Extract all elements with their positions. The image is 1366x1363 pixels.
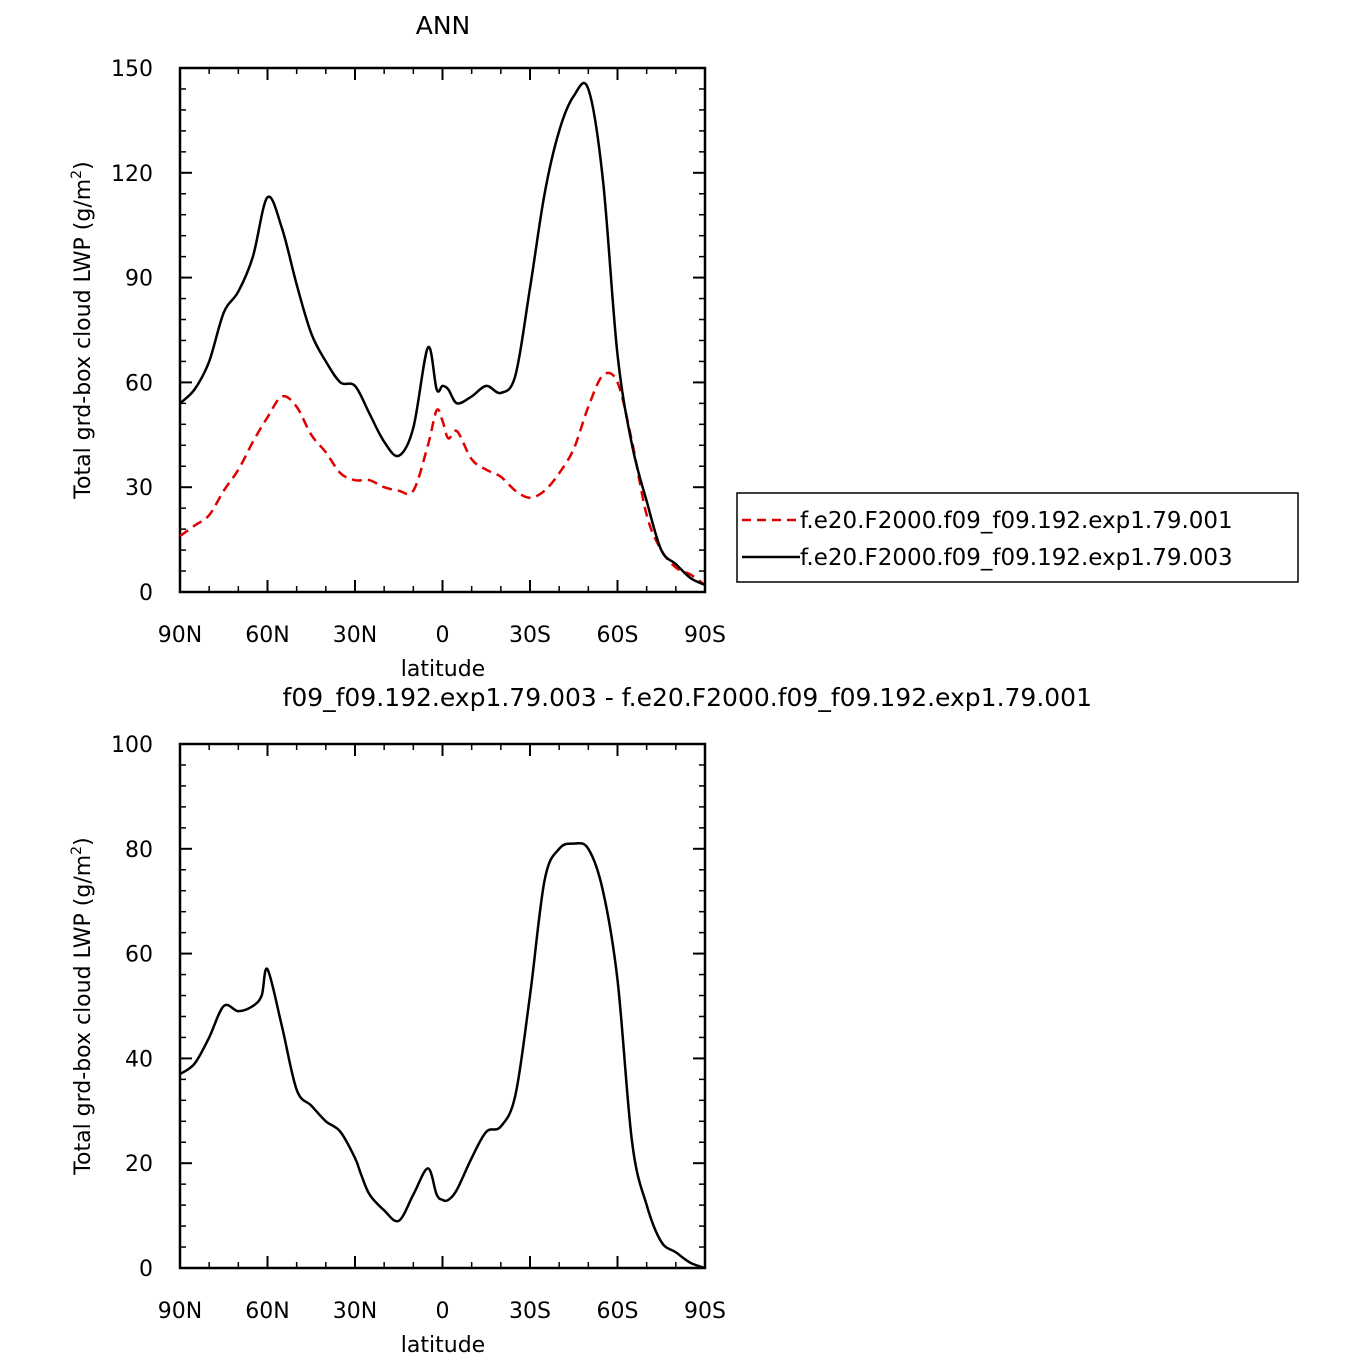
top-x-axis-label: latitude xyxy=(401,657,485,682)
top-axis-ticks: 0 30 60 90 120 150 90N 60N 30N 0 30S 60S 90S xyxy=(111,57,726,648)
bottom-y-tick-label: 60 xyxy=(125,943,153,968)
bottom-series-line-1 xyxy=(179,841,706,1270)
bottom-y-tick-label: 80 xyxy=(125,838,153,863)
bottom-x-axis-label: latitude xyxy=(401,1333,485,1358)
legend: f.e20.F2000.f09_f09.192.exp1.79.001 f.e2… xyxy=(736,492,1299,583)
bottom-x-tick-label: 30S xyxy=(509,1299,551,1324)
bottom-y-axis-label: Total grd-box cloud LWP (g/m2) xyxy=(69,837,96,1175)
bottom-x-tick-label: 90S xyxy=(684,1299,726,1324)
top-x-tick-label: 60S xyxy=(597,623,639,648)
bottom-plot-frame xyxy=(178,742,707,1270)
top-series-group xyxy=(179,81,706,587)
top-y-tick-label: 0 xyxy=(139,581,153,606)
bottom-chart-title: f09_f09.192.exp1.79.003 - f.e20.F2000.f0… xyxy=(283,683,1092,712)
top-x-tick-label: 0 xyxy=(436,623,450,648)
top-panel: ANN 0 30 60 90 120 150 90N 60N 30N 0 30S 60S 90S lat… xyxy=(69,11,1299,682)
bottom-y-tick-label: 20 xyxy=(125,1152,153,1177)
legend-box xyxy=(736,492,1299,583)
bottom-series-group xyxy=(179,841,706,1270)
top-y-axis-label: Total grd-box cloud LWP (g/m2) xyxy=(69,161,96,499)
top-x-tick-label: 90S xyxy=(684,623,726,648)
top-y-tick-label: 150 xyxy=(111,57,153,82)
top-x-tick-label: 30S xyxy=(509,623,551,648)
top-x-tick-label: 30N xyxy=(333,623,377,648)
top-y-tick-label: 90 xyxy=(125,267,153,292)
top-y-tick-label: 120 xyxy=(111,162,153,187)
bottom-x-tick-label: 0 xyxy=(436,1299,450,1324)
top-y-tick-label: 30 xyxy=(125,476,153,501)
bottom-x-tick-label: 60S xyxy=(597,1299,639,1324)
bottom-x-tick-label: 60N xyxy=(245,1299,289,1324)
legend-label-series-1: f.e20.F2000.f09_f09.192.exp1.79.001 xyxy=(800,508,1233,534)
top-y-tick-label: 60 xyxy=(125,371,153,396)
bottom-y-tick-label: 0 xyxy=(139,1257,153,1282)
bottom-x-tick-label: 30N xyxy=(333,1299,377,1324)
bottom-panel: f09_f09.192.exp1.79.003 - f.e20.F2000.f0… xyxy=(69,683,1092,1358)
bottom-y-tick-label: 100 xyxy=(111,733,153,758)
top-chart-title: ANN xyxy=(416,11,471,40)
top-x-tick-label: 60N xyxy=(245,623,289,648)
top-series-line-1 xyxy=(179,371,706,587)
bottom-x-tick-label: 90N xyxy=(158,1299,202,1324)
bottom-axis-ticks: 0 20 40 60 80 100 90N 60N 30N 0 30S 60S 90S xyxy=(111,733,726,1324)
top-series-line-2 xyxy=(179,81,706,587)
top-plot-frame xyxy=(178,66,707,594)
top-x-tick-label: 90N xyxy=(158,623,202,648)
bottom-y-tick-label: 40 xyxy=(125,1047,153,1072)
legend-label-series-2: f.e20.F2000.f09_f09.192.exp1.79.003 xyxy=(800,545,1233,571)
